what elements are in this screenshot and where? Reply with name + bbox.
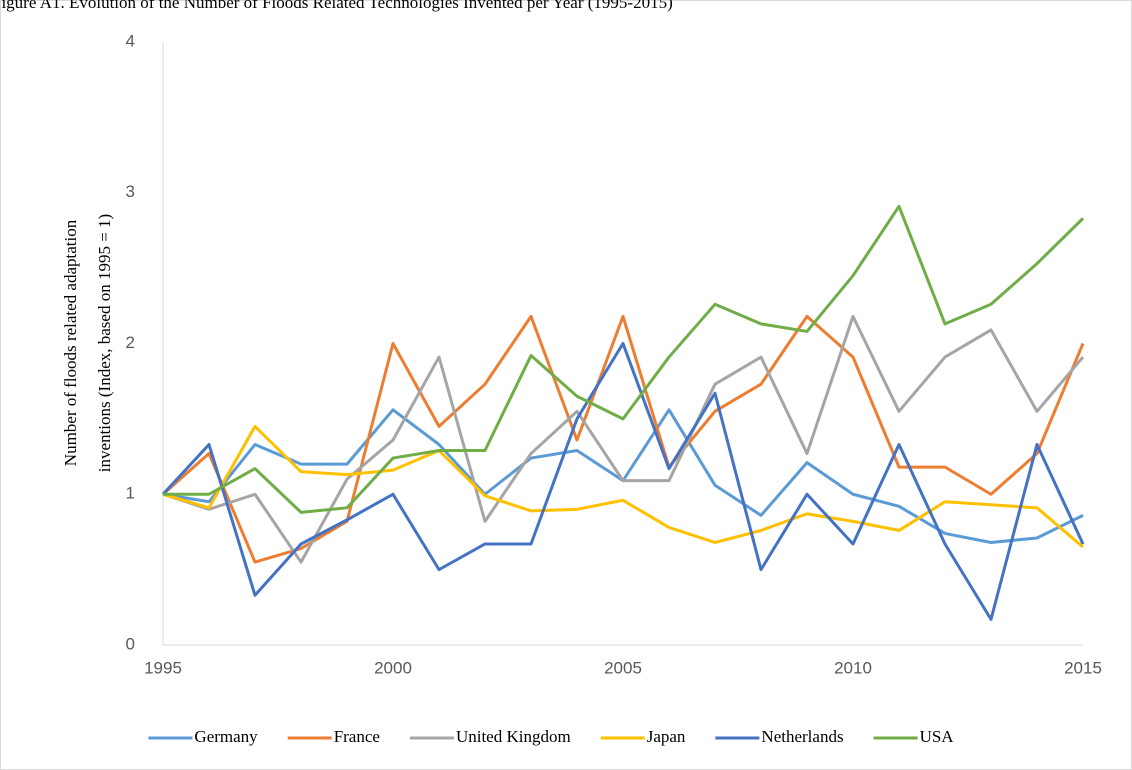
series-line [162,424,1084,549]
x-tick-label: 2015 [1064,658,1102,677]
x-tick-label: 2000 [374,658,412,677]
legend-label: France [334,727,380,746]
series-line [162,408,1084,544]
y-axis-label: Number of floods related adaptation [61,219,80,466]
legend-label: USA [920,727,955,746]
series-line [161,342,1085,621]
x-tick-label: 2005 [604,658,642,677]
series-line [162,314,1085,564]
chart-title: Figure A1. Evolution of the Number of Fl… [0,0,673,12]
legend-label: United Kingdom [456,727,571,746]
y-tick-label: 0 [126,634,135,653]
x-tick-label: 2010 [834,658,872,677]
x-tick-label: 1995 [144,658,182,677]
y-tick-label: 3 [126,182,135,201]
y-tick-label: 4 [126,31,135,50]
y-tick-label: 1 [126,484,135,503]
legend-label: Netherlands [761,727,843,746]
legend-label: Germany [194,727,258,746]
legend-label: Japan [647,727,686,746]
y-tick-label: 2 [126,333,135,352]
series-line [163,204,1085,514]
y-axis-label: inventions (Index, based on 1995 = 1) [95,214,114,472]
series-line [162,314,1085,564]
